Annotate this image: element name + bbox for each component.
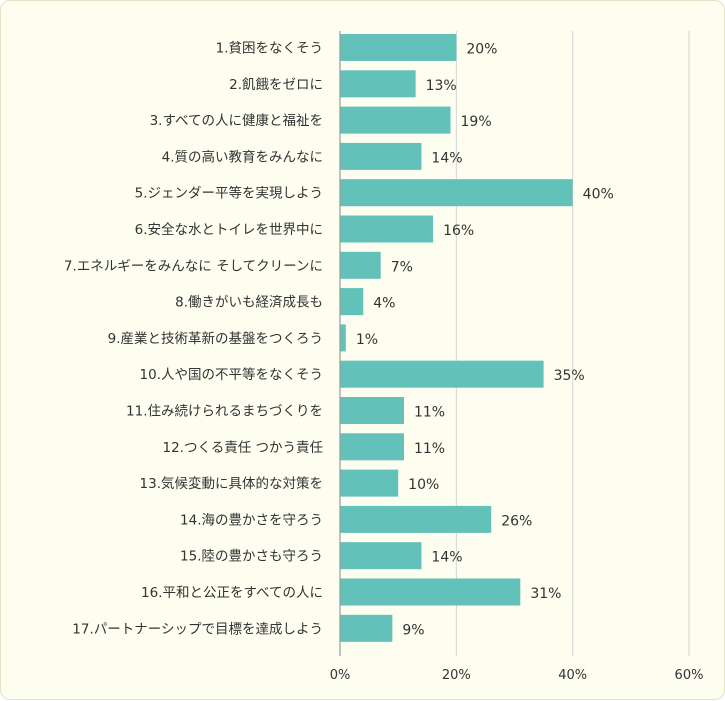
bar <box>340 324 346 352</box>
category-label: 17.パートナーシップで目標を達成しよう <box>72 621 323 637</box>
category-label: 11.住み続けられるまちづくりを <box>126 404 323 420</box>
value-label: 13% <box>426 78 457 94</box>
bar <box>340 251 381 279</box>
category-label: 14.海の豊かさを守ろう <box>180 512 323 528</box>
category-label: 4.質の高い教育をみんなに <box>162 148 323 165</box>
category-label: 8.働きがいも経済成長も <box>175 295 323 311</box>
bar <box>340 34 457 61</box>
value-label: 31% <box>530 586 561 602</box>
value-label: 16% <box>443 223 474 239</box>
value-label: 35% <box>554 368 585 384</box>
category-label: 16.平和と公正をすべての人に <box>141 585 323 601</box>
category-label: 10.人や国の不平等をなくそう <box>140 366 323 383</box>
category-label: 12.つくる責任 つかう責任 <box>163 440 324 456</box>
bar <box>340 433 404 461</box>
category-label: 9.産業と技術革新の基盤をつくろう <box>108 330 323 347</box>
value-label: 4% <box>373 296 395 312</box>
bar <box>340 288 364 316</box>
category-label: 7.エネルギーをみんなに そしてクリーンに <box>64 258 323 274</box>
bar <box>340 70 416 98</box>
bar <box>340 469 399 497</box>
category-label: 6.安全な水とトイレを世界中に <box>135 221 323 238</box>
bar <box>340 397 404 424</box>
category-label: 15.陸の豊かさも守ろう <box>180 549 323 565</box>
bar <box>340 106 451 134</box>
bar <box>340 614 393 642</box>
value-label: 1% <box>356 332 378 348</box>
x-tick-label: 20% <box>442 668 471 683</box>
x-tick-label: 40% <box>558 668 587 683</box>
value-label: 14% <box>431 550 462 566</box>
value-label: 20% <box>466 42 497 58</box>
value-label: 11% <box>414 441 445 457</box>
x-tick-label: 60% <box>675 668 704 683</box>
value-label: 26% <box>501 513 532 529</box>
bar <box>340 215 434 243</box>
bar <box>340 179 573 207</box>
category-label: 13.気候変動に具体的な対策を <box>140 475 323 492</box>
category-label: 1.貧困をなくそう <box>216 41 323 57</box>
value-label: 10% <box>408 477 439 493</box>
bar <box>340 578 521 606</box>
value-label: 9% <box>402 622 424 638</box>
value-label: 11% <box>414 405 445 421</box>
value-label: 19% <box>461 114 492 130</box>
category-label: 5.ジェンダー平等を実現しよう <box>135 185 323 202</box>
bar <box>340 360 544 388</box>
category-label: 2.飢餓をゼロに <box>229 77 323 93</box>
bar <box>340 142 422 170</box>
value-label: 14% <box>431 150 462 166</box>
bar <box>340 505 492 533</box>
value-label: 40% <box>583 187 614 203</box>
x-tick-label: 0% <box>330 668 351 683</box>
category-label: 3.すべての人に健康と福祉を <box>150 112 323 129</box>
bar <box>340 542 422 570</box>
value-label: 7% <box>391 259 413 275</box>
